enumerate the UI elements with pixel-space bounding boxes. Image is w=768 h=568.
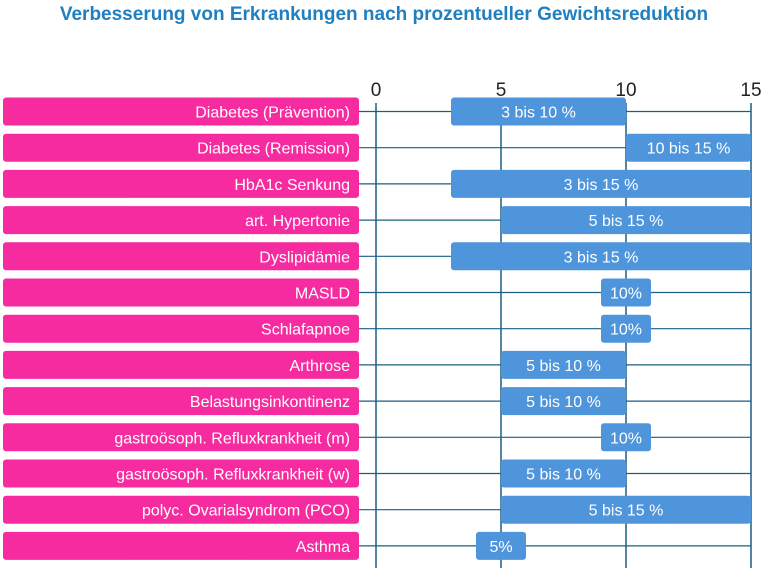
range-value-label: 5 bis 15 % <box>589 503 664 520</box>
category-label: Asthma <box>296 539 350 556</box>
range-value-label: 10% <box>610 286 642 303</box>
x-tick-label: 10 <box>615 80 636 101</box>
x-tick-label: 0 <box>371 80 382 101</box>
range-bar <box>601 314 651 343</box>
category-label: MASLD <box>295 286 350 303</box>
category-label: Arthrose <box>290 358 351 375</box>
range-bar <box>501 459 626 488</box>
range-bar <box>601 423 651 452</box>
category-label-box <box>3 278 359 307</box>
category-label-box <box>3 206 359 235</box>
category-label: HbA1c Senkung <box>234 177 350 194</box>
category-label-box <box>3 423 359 452</box>
chart-title: Verbesserung von Erkrankungen nach proze… <box>59 4 709 25</box>
range-value-label: 10% <box>610 322 642 339</box>
range-bar <box>501 350 626 379</box>
range-value-label: 5 bis 10 % <box>526 358 601 375</box>
category-label: Belastungsinkontinenz <box>190 394 350 411</box>
range-value-label: 5 bis 10 % <box>526 467 601 484</box>
range-value-label: 10% <box>610 430 642 447</box>
range-bar <box>626 133 751 162</box>
range-bar <box>451 169 751 198</box>
range-bar <box>451 97 626 126</box>
category-label-box <box>3 387 359 416</box>
range-bar <box>451 242 751 271</box>
range-value-label: 5% <box>489 539 512 556</box>
category-label: Diabetes (Prävention) <box>195 105 350 122</box>
category-label-box <box>3 495 359 524</box>
range-value-label: 3 bis 15 % <box>564 249 639 266</box>
category-label-box <box>3 97 359 126</box>
range-value-label: 5 bis 10 % <box>526 394 601 411</box>
category-label-box <box>3 242 359 271</box>
category-label: art. Hypertonie <box>245 213 350 230</box>
category-label-box <box>3 459 359 488</box>
category-label: gastroösoph. Refluxkrankheit (m) <box>114 430 350 447</box>
range-bar <box>476 531 526 560</box>
range-bar <box>501 387 626 416</box>
range-value-label: 3 bis 15 % <box>564 177 639 194</box>
category-label-box <box>3 531 359 560</box>
category-label: Dyslipidämie <box>259 249 350 266</box>
range-bar <box>501 206 751 235</box>
category-label-box <box>3 133 359 162</box>
range-bar <box>501 495 751 524</box>
category-label: gastroösoph. Refluxkrankheit (w) <box>116 467 350 484</box>
range-bar <box>601 278 651 307</box>
range-value-label: 5 bis 15 % <box>589 213 664 230</box>
category-label: Schlafapnoe <box>261 322 350 339</box>
category-label-box <box>3 350 359 379</box>
category-label: Diabetes (Remission) <box>197 141 350 158</box>
category-label-box <box>3 169 359 198</box>
x-tick-label: 15 <box>740 80 761 101</box>
range-value-label: 3 bis 10 % <box>501 105 576 122</box>
x-tick-label: 5 <box>496 80 507 101</box>
range-value-label: 10 bis 15 % <box>647 141 731 158</box>
category-label: polyc. Ovarialsyndrom (PCO) <box>142 503 350 520</box>
category-label-box <box>3 314 359 343</box>
